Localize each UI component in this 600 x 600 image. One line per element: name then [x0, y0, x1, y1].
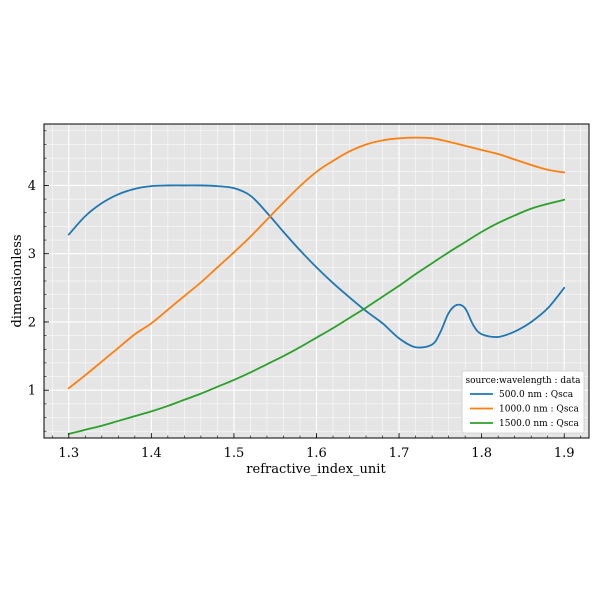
ticks	[44, 130, 582, 438]
x-tick-label: 1.9	[554, 446, 575, 461]
y-tick-labels: 1 2 3 4	[28, 179, 36, 399]
series-line-500-0nm	[67, 184, 566, 349]
x-tick-label: 1.4	[141, 446, 162, 461]
x-tick-label: 1.6	[306, 446, 327, 461]
x-tick-label: 1.8	[471, 446, 492, 461]
legend-box	[461, 370, 585, 434]
series-group	[67, 136, 566, 435]
legend-title: source:wavelength : data	[465, 376, 581, 386]
x-tick-label: 1.7	[389, 446, 410, 461]
x-tick-label: 1.3	[58, 446, 79, 461]
legend-label-500-0nm: 500.0 nm : Qsca	[499, 390, 574, 400]
x-tick-labels: 1.3 1.4 1.5 1.6 1.7 1.8 1.9	[58, 446, 574, 461]
series-line-1000-0nm	[67, 136, 566, 390]
y-tick-label: 1	[28, 384, 36, 399]
y-tick-label: 3	[28, 247, 36, 262]
y-tick-label: 2	[28, 315, 36, 330]
x-tick-label: 1.5	[224, 446, 245, 461]
legend-entries: 500.0 nm : Qsca 1000.0 nm : Qsca 1500.0 nm…	[470, 390, 579, 429]
series-line-1500-0nm	[67, 198, 566, 435]
y-axis-label: dimensionless	[10, 234, 25, 327]
legend-label-1500-0nm: 1500.0 nm : Qsca	[499, 419, 579, 429]
legend-label-1000-0nm: 1000.0 nm : Qsca	[499, 405, 579, 415]
legend: source:wavelength : data 500.0 nm : Qsca…	[461, 370, 585, 434]
y-tick-label: 4	[28, 179, 36, 194]
x-axis-label: refractive_index_unit	[246, 462, 386, 477]
